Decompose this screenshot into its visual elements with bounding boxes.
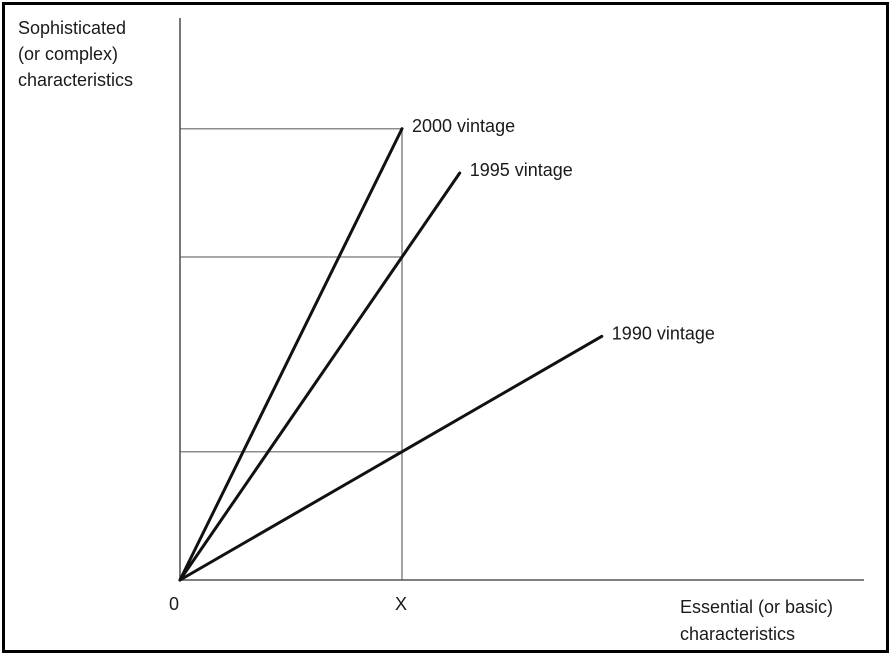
series-label-1995: 1995 vintage	[470, 160, 573, 180]
origin-label: 0	[169, 594, 179, 614]
series-label-1990: 1990 vintage	[612, 323, 715, 343]
series-line-2000	[178, 127, 404, 582]
series-line-1995	[178, 171, 462, 582]
guide-lines	[180, 127, 403, 580]
series-line-1990	[178, 334, 604, 582]
series-label-2000: 2000 vintage	[412, 116, 515, 136]
y-axis-label-line-1: Sophisticated	[18, 18, 126, 38]
y-axis-label-line-2: (or complex)	[18, 44, 118, 64]
axes	[179, 18, 864, 581]
x-axis-label-line-1: Essential (or basic)	[680, 597, 833, 617]
y-axis-label-line-3: characteristics	[18, 70, 133, 90]
chart-labels: 2000 vintage 1995 vintage 1990 vintage Soph…	[18, 18, 833, 644]
x-axis-label-line-2: characteristics	[680, 624, 795, 644]
x-marker-label: X	[395, 594, 407, 614]
series-lines	[178, 127, 604, 582]
